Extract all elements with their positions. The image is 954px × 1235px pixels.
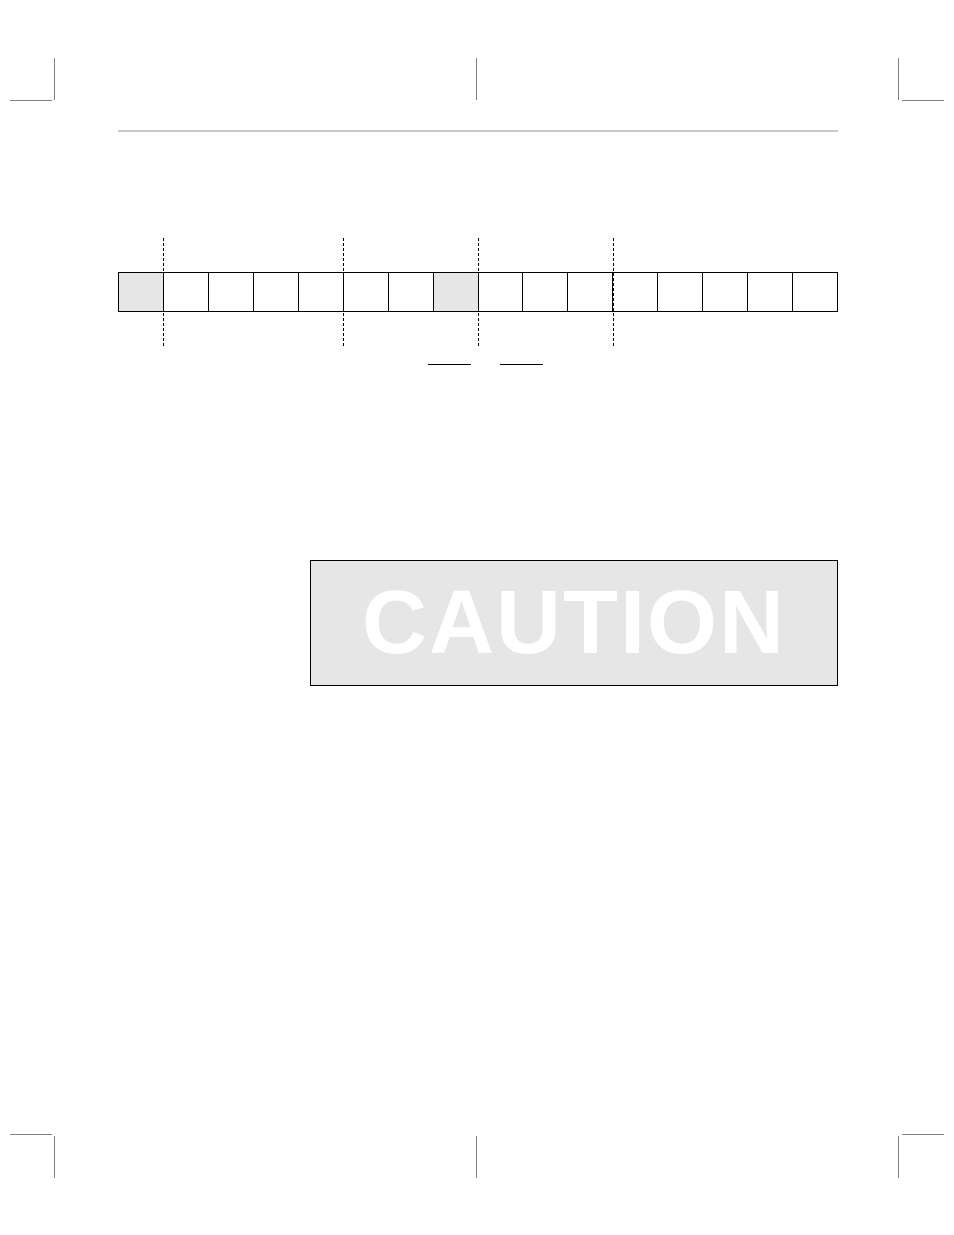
page-content xyxy=(118,130,838,392)
crop-mark-bm-v xyxy=(476,1136,477,1178)
crop-mark-br-h xyxy=(902,1134,944,1135)
bit-cell-2 xyxy=(209,273,254,311)
bit-cell-13 xyxy=(703,273,748,311)
header-rule xyxy=(118,130,838,132)
bit-guide-4 xyxy=(613,238,614,346)
bit-row xyxy=(118,272,838,392)
bit-cell-4 xyxy=(299,273,344,311)
bit-cell-10 xyxy=(568,273,613,311)
bit-cell-0 xyxy=(119,273,164,311)
bit-cell-7 xyxy=(434,273,479,311)
crop-mark-bl-v xyxy=(54,1136,55,1178)
bit-cell-6 xyxy=(389,273,434,311)
bit-cell-14 xyxy=(748,273,793,311)
bit-cell-8 xyxy=(479,273,524,311)
underline-1 xyxy=(428,364,471,365)
crop-mark-tl-h xyxy=(10,100,52,101)
crop-mark-bl-h xyxy=(10,1134,52,1135)
bit-cell-5 xyxy=(344,273,389,311)
crop-mark-tr-v xyxy=(898,58,899,100)
bit-cell-12 xyxy=(658,273,703,311)
bit-cell-3 xyxy=(254,273,299,311)
underline-2 xyxy=(500,364,543,365)
bit-cell-15 xyxy=(793,273,837,311)
bit-cell-11 xyxy=(613,273,658,311)
caution-box: CAUTION xyxy=(310,560,838,686)
crop-mark-tm-v xyxy=(476,58,477,100)
crop-mark-tl-v xyxy=(54,58,55,100)
underline-pair xyxy=(118,364,838,374)
bit-cell-9 xyxy=(523,273,568,311)
bit-guide-2 xyxy=(343,238,344,346)
caution-label: CAUTION xyxy=(362,572,786,675)
bit-guide-3 xyxy=(478,238,479,346)
bit-guide-1 xyxy=(163,238,164,346)
crop-mark-tr-h xyxy=(902,100,944,101)
crop-mark-br-v xyxy=(898,1136,899,1178)
bit-cell-1 xyxy=(164,273,209,311)
